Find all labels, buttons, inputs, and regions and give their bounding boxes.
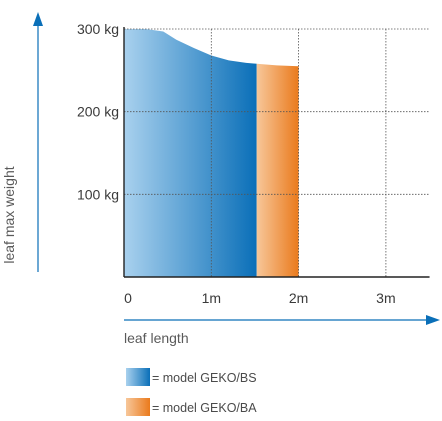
x-tick-label: 1m [202,290,221,306]
legend: = model GEKO/BS = model GEKO/BA [126,368,257,416]
x-axis-label: leaf length [124,330,189,346]
legend-swatch [126,368,150,386]
area-model-geko-ba [257,64,299,277]
x-tick-label: 3m [376,290,395,306]
y-tick-label: 200 kg [77,104,119,120]
y-tick-label: 300 kg [77,21,119,37]
x-axis-arrow-head [426,315,440,325]
legend-entry: = model GEKO/BA [152,401,257,415]
legend-swatch [126,398,150,416]
x-tick-label: 2m [289,290,308,306]
y-tick-label: 100 kg [77,186,119,202]
legend-entry: = model GEKO/BS [152,371,257,385]
y-axis-label: leaf max weight [1,166,17,263]
area-model-geko-bs [124,29,257,277]
y-axis-arrow-head [33,12,43,26]
x-tick-label: 0 [124,290,132,306]
